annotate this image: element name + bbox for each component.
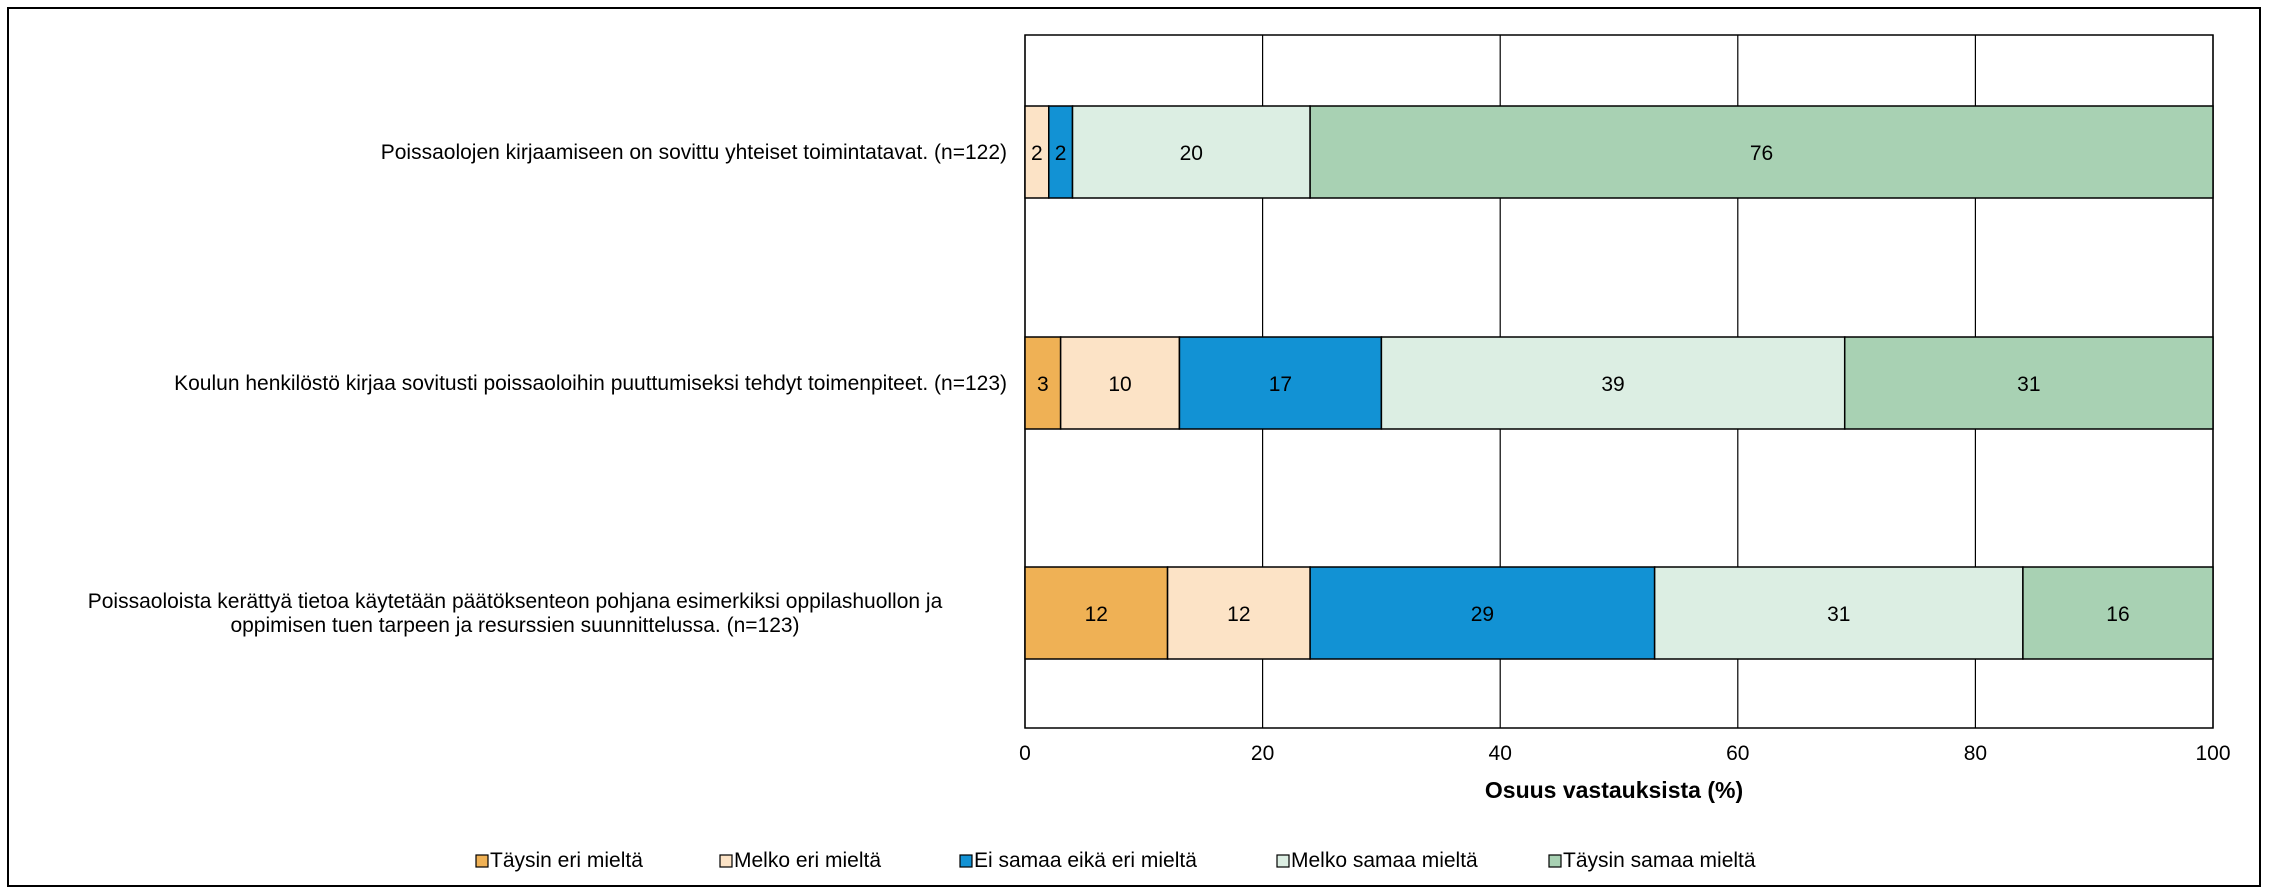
bar-segment: [1024, 336, 1062, 430]
bar-segment: [1059, 336, 1181, 430]
legend: Täysin eri mieltä Melko eri mieltä Ei sama…: [475, 849, 1756, 872]
legend-label: Ei samaa eikä eri mieltä: [974, 849, 1197, 872]
chart-frame: 2 2 20 76 3 10 17 39 31 12 12 29 31 16 Poissaolojen k…: [7, 7, 2261, 887]
data-label: 31: [2017, 373, 2040, 396]
bar-segment: [1653, 566, 2024, 660]
legend-swatch: [959, 854, 973, 868]
bar-segment: [1843, 336, 2214, 430]
legend-label: Melko samaa mieltä: [1291, 849, 1478, 872]
legend-label: Melko eri mieltä: [734, 849, 881, 872]
data-label: 12: [1085, 603, 1108, 626]
x-tick-labels: 0 20 40 60 80 100: [1019, 742, 2230, 765]
category-label: Koulun henkilöstö kirjaa sovitusti poiss…: [174, 372, 1007, 395]
x-tick-label: 100: [2195, 742, 2230, 765]
category-label: Poissaoloista kerättyä tietoa käytetään …: [88, 590, 943, 613]
data-label: 76: [1750, 142, 1773, 165]
x-axis-title: Osuus vastauksista (%): [1485, 777, 1743, 803]
bars: 2 2 20 76 3 10 17 39 31 12 12 29 31 16: [1024, 105, 2214, 660]
legend-swatch: [719, 854, 733, 868]
bar-segment: [1178, 336, 1383, 430]
legend-swatch: [1548, 854, 1562, 868]
bar-segment: [1309, 566, 1656, 660]
x-tick-label: 0: [1019, 742, 1031, 765]
category-labels: Poissaolojen kirjaamiseen on sovittu yht…: [88, 141, 1007, 637]
x-tick-label: 80: [1964, 742, 1987, 765]
bar-segment: [1071, 105, 1311, 199]
legend-swatch: [1276, 854, 1290, 868]
x-tick-label: 60: [1726, 742, 1749, 765]
x-tick-label: 20: [1251, 742, 1274, 765]
data-label: 3: [1037, 373, 1049, 396]
data-label: 2: [1031, 142, 1043, 165]
bar-segment: [1380, 336, 1846, 430]
bar-segment: [1309, 105, 2214, 199]
bar-segment: [1024, 566, 1169, 660]
data-label: 12: [1227, 603, 1250, 626]
data-label: 17: [1269, 373, 1292, 396]
legend-swatch: [475, 854, 489, 868]
stacked-bar-chart: 2 2 20 76 3 10 17 39 31 12 12 29 31 16 Poissaolojen k…: [88, 34, 2231, 872]
data-label: 29: [1471, 603, 1494, 626]
data-label: 2: [1055, 142, 1067, 165]
category-label: Poissaolojen kirjaamiseen on sovittu yht…: [381, 141, 1007, 164]
category-label: oppimisen tuen tarpeen ja resurssien suu…: [230, 614, 799, 637]
data-label: 20: [1180, 142, 1203, 165]
bar-segment: [1166, 566, 1311, 660]
bar-segment: [2022, 566, 2214, 660]
data-label: 16: [2106, 603, 2129, 626]
data-label: 39: [1601, 373, 1624, 396]
legend-label: Täysin samaa mieltä: [1563, 849, 1756, 872]
x-tick-label: 40: [1489, 742, 1512, 765]
legend-label: Täysin eri mieltä: [490, 849, 643, 872]
data-label: 31: [1827, 603, 1850, 626]
data-label: 10: [1108, 373, 1131, 396]
